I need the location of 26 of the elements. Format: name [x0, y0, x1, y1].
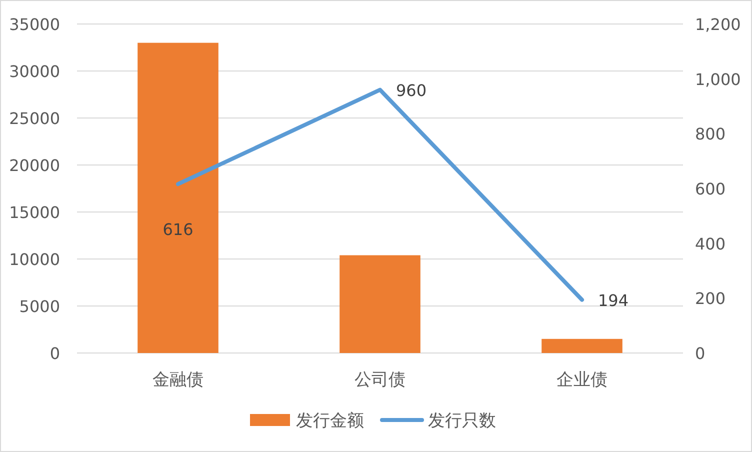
- y-tick-label: 35000: [9, 15, 60, 34]
- x-tick-label: 企业债: [556, 370, 608, 390]
- legend-label: 发行只数: [428, 411, 496, 431]
- legend-label: 发行金额: [296, 411, 364, 431]
- y-tick-label: 5000: [19, 297, 60, 316]
- y-tick-label: 10000: [9, 250, 60, 269]
- y2-tick-label: 800: [695, 124, 726, 144]
- data-label: 960: [396, 80, 427, 100]
- y2-tick-label: 200: [695, 289, 726, 308]
- y-tick-label: 30000: [9, 62, 60, 81]
- data-label: 194: [598, 290, 629, 310]
- y-tick-label: 25000: [9, 109, 60, 128]
- y2-tick-label: 1,000: [695, 70, 741, 89]
- bar: [340, 255, 420, 353]
- y2-tick-label: 0: [695, 344, 706, 363]
- bar: [138, 42, 218, 353]
- x-tick-label: 公司债: [354, 370, 406, 390]
- y2-tick-label: 400: [695, 234, 726, 254]
- x-tick-label: 金融债: [152, 370, 204, 390]
- bar: [542, 338, 622, 353]
- y-tick-label: 0: [50, 344, 60, 363]
- y-tick-label: 20000: [9, 156, 60, 175]
- data-label: 616: [162, 220, 194, 240]
- y2-tick-label: 600: [695, 180, 726, 198]
- y2-tick-label: 1,200: [695, 15, 741, 34]
- y-tick-label: 15000: [9, 203, 60, 222]
